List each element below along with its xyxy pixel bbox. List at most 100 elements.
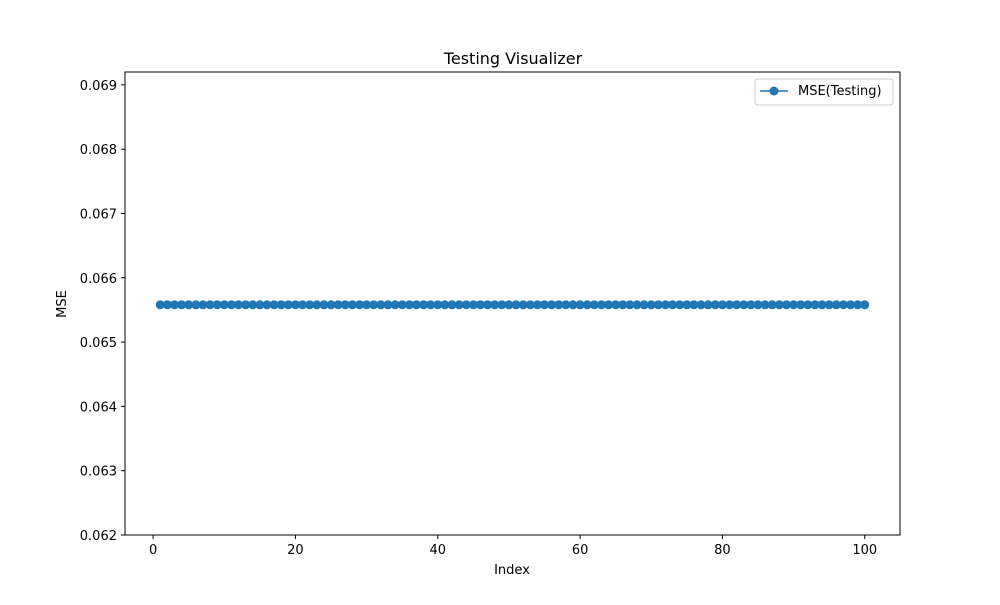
data-point	[283, 300, 293, 310]
data-point	[475, 300, 485, 310]
data-point	[319, 300, 329, 310]
x-axis-label: Index	[494, 563, 530, 578]
data-point	[276, 300, 286, 310]
data-point	[162, 300, 172, 310]
data-point	[582, 300, 592, 310]
data-point	[362, 300, 372, 310]
data-point	[312, 300, 322, 310]
data-point	[262, 300, 272, 310]
data-point	[568, 300, 578, 310]
data-point	[241, 300, 251, 310]
data-point	[853, 300, 863, 310]
data-point	[440, 300, 450, 310]
data-point	[668, 300, 678, 310]
data-point	[838, 300, 848, 310]
data-point	[376, 300, 386, 310]
y-axis: 0.062 0.063 0.064 0.065 0.066 0.067 0.068 0.069	[80, 79, 125, 544]
data-point	[454, 300, 464, 310]
data-point	[554, 300, 564, 310]
data-point	[525, 300, 535, 310]
data-point	[504, 300, 514, 310]
data-point	[234, 300, 244, 310]
data-point	[817, 300, 827, 310]
data-point	[169, 300, 179, 310]
data-point	[540, 300, 550, 310]
data-point	[483, 300, 493, 310]
data-point	[269, 300, 279, 310]
data-point	[191, 300, 201, 310]
data-point	[198, 300, 208, 310]
y-tick-label: 0.068	[80, 143, 117, 158]
data-point	[860, 300, 870, 310]
data-point	[532, 300, 542, 310]
data-point	[661, 300, 671, 310]
y-axis-label: MSE	[55, 290, 70, 318]
data-point	[767, 300, 777, 310]
plot-frame	[124, 71, 901, 536]
x-tick-label: 80	[714, 543, 731, 558]
data-point	[226, 300, 236, 310]
data-point	[369, 300, 379, 310]
data-point	[490, 300, 500, 310]
data-point	[725, 300, 735, 310]
y-tick-label: 0.064	[80, 400, 117, 415]
data-point	[397, 300, 407, 310]
data-point	[739, 300, 749, 310]
data-point	[625, 300, 635, 310]
data-point	[632, 300, 642, 310]
data-point	[596, 300, 606, 310]
legend-box	[754, 78, 894, 106]
data-point	[205, 300, 215, 310]
data-point	[703, 300, 713, 310]
data-point	[333, 300, 343, 310]
data-point	[411, 300, 421, 310]
data-point	[433, 300, 443, 310]
data-point	[298, 300, 308, 310]
data-point	[824, 300, 834, 310]
data-point	[781, 300, 791, 310]
data-point	[760, 300, 770, 310]
data-point	[604, 300, 614, 310]
data-point	[646, 300, 656, 310]
data-point	[461, 300, 471, 310]
data-point	[404, 300, 414, 310]
data-point	[212, 300, 222, 310]
data-point	[219, 300, 229, 310]
data-point	[753, 300, 763, 310]
data-point	[639, 300, 649, 310]
x-axis: 0 20 40 60 80 100	[149, 535, 877, 558]
legend-marker-swatch	[769, 86, 779, 96]
data-point	[710, 300, 720, 310]
data-point	[426, 300, 436, 310]
data-point	[155, 300, 165, 310]
plot-area	[155, 300, 870, 310]
data-point	[746, 300, 756, 310]
data-point	[518, 300, 528, 310]
data-point	[347, 300, 357, 310]
data-point	[846, 300, 856, 310]
x-tick-label: 40	[430, 543, 447, 558]
chart-title: Testing Visualizer	[443, 49, 583, 68]
data-point	[419, 300, 429, 310]
data-point	[547, 300, 557, 310]
data-point	[305, 300, 315, 310]
data-point	[675, 300, 685, 310]
data-point	[689, 300, 699, 310]
data-point	[290, 300, 300, 310]
data-point	[511, 300, 521, 310]
data-point	[653, 300, 663, 310]
data-point	[383, 300, 393, 310]
data-point	[810, 300, 820, 310]
data-point	[796, 300, 806, 310]
legend: MSE(Testing)	[754, 78, 894, 106]
data-point	[682, 300, 692, 310]
y-tick-label: 0.067	[80, 207, 117, 222]
data-point	[717, 300, 727, 310]
data-point	[326, 300, 336, 310]
data-point	[561, 300, 571, 310]
y-tick-label: 0.065	[80, 336, 117, 351]
x-tick-label: 60	[572, 543, 589, 558]
data-point	[774, 300, 784, 310]
x-tick-label: 20	[287, 543, 304, 558]
data-point	[575, 300, 585, 310]
